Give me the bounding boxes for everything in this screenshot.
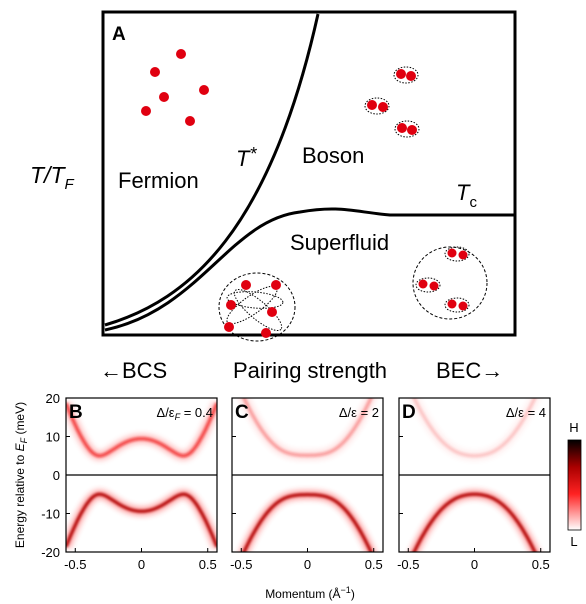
x-tick-label: 0 [304,557,311,572]
band [66,402,217,458]
spectrum-panel: -0.5 0 0.5 C Δ/ε = 2 [230,397,384,572]
x-tick-label: 0.5 [199,557,217,572]
bands [409,398,540,552]
label-main: Energy relative to [13,451,27,548]
label-sub: F [175,412,181,422]
bosons [364,66,420,138]
x-tick-label: -0.5 [397,557,419,572]
ratio-label: Δ/εF = 0.4 [157,405,213,422]
y-tick-label: 10 [46,430,60,445]
spectrum-panel: -0.5 0 0.5 D Δ/ε = 4 [397,397,551,572]
label-italic: E [13,442,27,451]
band [66,492,217,548]
label-sub: F [65,176,75,193]
panel-a: A T/TF Fermion Boson Superfluid T* Tc ←B… [30,10,517,383]
x-tick-label: 0 [138,557,145,572]
x-axis-label: Momentum (Å−1) [265,585,355,601]
region-label: Boson [302,143,364,168]
frame [65,397,218,553]
label-main: Δ/ε [339,405,357,420]
y-axis-label: T/TF [30,162,75,193]
label-sub: c [469,194,477,211]
frame [101,10,517,337]
axis-label: Pairing strength [233,358,387,383]
label-rest: = 0.4 [180,405,213,420]
colorbar [567,439,582,531]
curve-label: Tc [456,180,477,211]
region-label: Fermion [118,168,199,193]
y-tick-label: -10 [41,507,60,522]
tc-curve [104,207,514,332]
band-glow [409,489,540,552]
band [242,398,373,457]
ratio-label: Δ/ε = 2 [339,405,379,420]
label-rest: = 4 [524,405,546,420]
band [412,492,537,552]
label-main: T [236,146,251,171]
t-star-curve [104,13,320,327]
y-tick-label: -20 [41,545,60,560]
fermions [141,49,209,126]
panel-label: B [69,402,83,423]
colorbar-label: H [569,420,578,435]
cooper-pairs [218,272,296,342]
panel-label: D [402,402,416,423]
y-tick-label: 20 [46,391,60,406]
ratio-label: Δ/ε = 4 [506,405,546,420]
label-sub: F [19,437,29,443]
frame [231,397,384,553]
axis-label: ←BCS [100,358,167,383]
region-label: Superfluid [290,230,389,255]
label-unit: (meV) [13,402,27,438]
x-tick-label: 0.5 [365,557,383,572]
label-main: Δ/ε [506,405,524,420]
panel-label: C [235,402,249,423]
x-tick-label: -0.5 [64,557,86,572]
axis-label: BEC→ [436,358,503,383]
frame [398,397,551,553]
band [242,493,373,552]
label-main: Momentum (Å [265,586,340,601]
colorbar-label: L [570,534,577,549]
label-sup: * [249,144,257,164]
label-main: T [456,180,471,205]
x-tick-label: 0 [471,557,478,572]
panel-label: A [112,24,126,45]
y-axis-label: Energy relative to EF (meV) [13,402,29,548]
x-tick-label: -0.5 [230,557,252,572]
bands [239,398,376,552]
label-main: T/T [30,162,66,188]
spectrum-panel: 20 10 0 -10 -20 -0.5 0 0.5 B Δ/εF = 0.4 [41,391,218,572]
bands [66,401,217,549]
label-sup: −1 [341,585,351,595]
label-main: Δ/ε [157,405,175,420]
x-tick-label: 0.5 [532,557,550,572]
label-close: ) [351,587,355,601]
curve-label: T* [236,144,257,171]
band [412,398,537,458]
bec-molecules [412,246,488,320]
label-rest: = 2 [357,405,379,420]
y-tick-label: 0 [53,468,60,483]
